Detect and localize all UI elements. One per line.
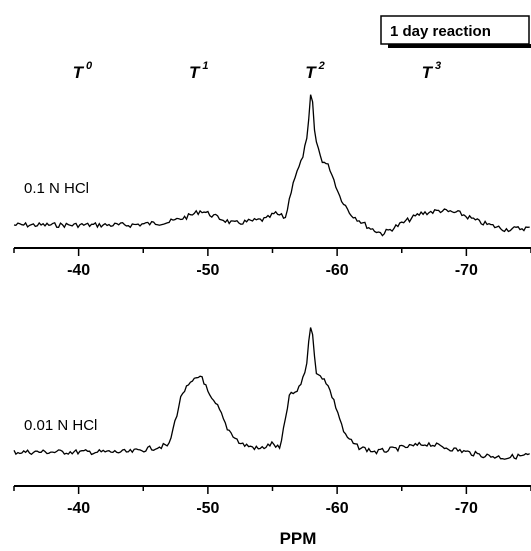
x-tick-label: -50 (196, 262, 219, 279)
x-tick-label: -70 (455, 262, 478, 279)
spectrum-line-0.01N (13, 327, 530, 460)
x-tick-label: -70 (455, 500, 478, 517)
spectrum-panel-0.01N: 0.01 N HCl -40 -50 -60 -70 (13, 327, 531, 517)
spectrum-line-0.1N (13, 94, 530, 237)
x-tick-label: -50 (196, 500, 219, 517)
x-axis-ticks-bottom: -40 -50 -60 -70 (13, 486, 531, 517)
x-tick-label: -40 (67, 262, 90, 279)
spectrum-panel-0.1N: 0.1 N HCl -40 -50 -60 -70 (13, 94, 531, 279)
x-tick-label: -40 (67, 500, 90, 517)
x-axis-ticks-top: -40 -50 -60 -70 (13, 248, 531, 279)
reaction-time-badge: 1 day reaction (380, 15, 531, 48)
x-tick-label: -60 (326, 500, 349, 517)
series-label-0.1N: 0.1 N HCl (24, 180, 89, 197)
x-tick-label: -60 (326, 262, 349, 279)
series-label-0.01N: 0.01 N HCl (24, 417, 97, 434)
badge-text: 1 day reaction (390, 23, 491, 40)
x-axis-title: PPM (280, 529, 317, 548)
